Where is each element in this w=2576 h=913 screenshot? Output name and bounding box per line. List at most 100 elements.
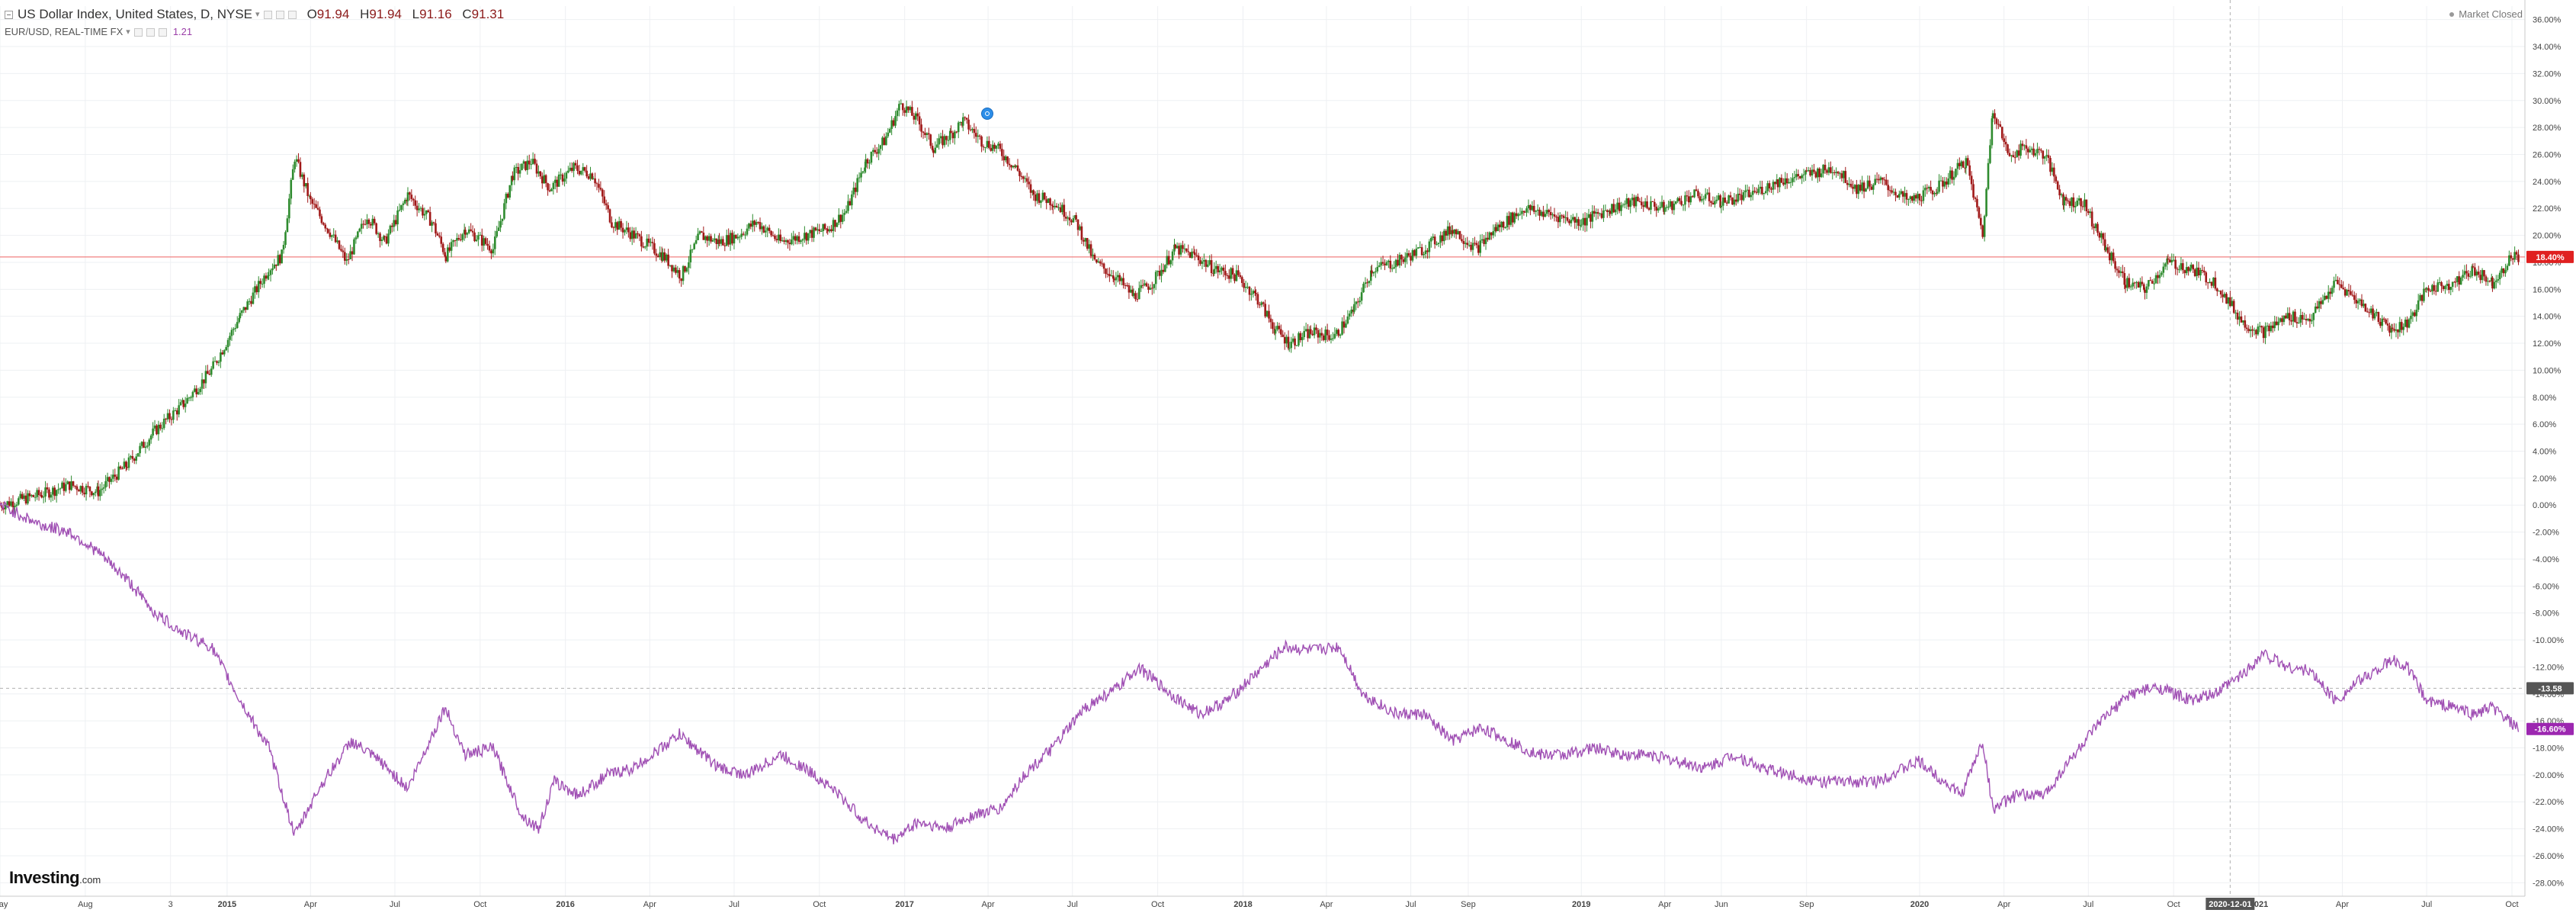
hide-icon[interactable] <box>275 10 284 19</box>
candle-body <box>1054 205 1056 207</box>
candle-body <box>1693 189 1695 198</box>
settings-icon[interactable] <box>133 27 143 37</box>
candle-body <box>665 254 668 261</box>
legend-ohlc: O91.94 H91.94 L91.16 C91.31 <box>307 6 512 23</box>
candle-body <box>499 220 502 228</box>
candle-body <box>394 220 397 225</box>
candle-body <box>1748 189 1750 198</box>
candle-body <box>2459 277 2462 285</box>
candle-body <box>454 240 457 242</box>
legend-compare-name[interactable]: EUR/USD, REAL-TIME FX <box>5 26 124 37</box>
candle-body <box>83 492 85 495</box>
candle-body <box>659 252 661 258</box>
candle-body <box>1391 268 1394 269</box>
candle-body <box>385 236 388 244</box>
candle-body <box>1398 255 1401 266</box>
candle-body <box>601 189 604 197</box>
candle-body <box>1407 252 1410 256</box>
y-tick-label: 34.00% <box>2533 43 2562 52</box>
candle-body <box>1419 247 1421 249</box>
candle-body <box>1991 113 1994 119</box>
candle-body <box>688 262 690 268</box>
candle-body <box>174 410 177 412</box>
candle-body <box>1479 240 1482 253</box>
candle-body <box>1378 265 1381 267</box>
candle-body <box>108 477 111 482</box>
candle-body <box>203 379 205 384</box>
candle-body <box>948 130 951 140</box>
candle-body <box>50 494 53 498</box>
candle-body <box>263 275 265 285</box>
candle-body <box>1385 262 1388 265</box>
candle-body <box>1144 283 1146 285</box>
legend-instrument[interactable]: US Dollar Index, United States, D, NYSE <box>18 7 253 21</box>
candle-body <box>1638 201 1641 202</box>
candle-body <box>1364 282 1367 285</box>
candle-body <box>1231 268 1234 275</box>
candle-body <box>55 490 58 497</box>
candle-body <box>448 247 451 251</box>
candle-body <box>1240 277 1243 283</box>
candle-body <box>2446 284 2449 286</box>
open-label: O <box>306 7 317 21</box>
candle-body <box>1147 286 1150 290</box>
close-icon[interactable] <box>158 27 167 37</box>
candle-body <box>1801 175 1803 178</box>
candle-body <box>1448 226 1451 235</box>
market-status-text: Market Closed <box>2459 8 2523 20</box>
candle-body <box>513 167 516 181</box>
candle-body <box>2400 322 2403 330</box>
candle-body <box>1985 188 1987 217</box>
settings-icon[interactable] <box>263 10 272 19</box>
candle-body <box>682 265 685 281</box>
candle-body <box>1115 277 1118 281</box>
hide-icon[interactable] <box>146 27 155 37</box>
candle-body <box>2483 270 2485 277</box>
candle-body <box>839 214 842 222</box>
candle-body <box>913 115 916 120</box>
candle-body <box>938 138 940 145</box>
candle-body <box>1888 190 1891 191</box>
candle-body <box>2479 275 2481 281</box>
candle-body <box>70 481 72 490</box>
candle-body <box>1646 201 1648 208</box>
candle-body <box>2303 319 2305 320</box>
candle-body <box>286 218 289 233</box>
candle-body <box>1785 178 1788 184</box>
candle-body <box>2331 288 2334 294</box>
chevron-down-icon[interactable]: ▾ <box>126 27 130 37</box>
candle-body <box>796 236 798 241</box>
candle-body <box>1101 263 1103 265</box>
event-marker-icon[interactable] <box>981 108 993 120</box>
x-tick-label: Apr <box>1658 900 1671 909</box>
candle-body <box>1964 167 1966 169</box>
candle-body <box>1938 180 1940 192</box>
candle-body <box>1477 245 1480 253</box>
candle-body <box>1663 207 1666 212</box>
candle-body <box>488 246 491 251</box>
candle-body <box>91 491 93 496</box>
chevron-down-icon[interactable]: ▾ <box>255 10 260 19</box>
candle-body <box>1441 235 1444 242</box>
x-tick-label: 2019 <box>1572 900 1590 909</box>
candle-body <box>1983 216 1986 237</box>
candle-body <box>2440 282 2443 287</box>
close-icon[interactable] <box>287 10 297 19</box>
candle-body <box>490 250 492 254</box>
candle-body <box>2308 319 2311 322</box>
candle-body <box>343 252 346 261</box>
collapse-icon[interactable] <box>5 10 13 19</box>
candle-body <box>1075 215 1077 220</box>
candle-body <box>518 170 521 174</box>
candle-body <box>1272 322 1274 330</box>
candle-body <box>441 243 444 252</box>
candle-body <box>461 234 464 240</box>
candle-body <box>1724 197 1727 203</box>
candle-body <box>764 230 767 233</box>
candle-body <box>1779 178 1781 188</box>
candle-body <box>1353 304 1355 312</box>
candle-body <box>188 397 191 399</box>
candle-body <box>1415 248 1418 256</box>
